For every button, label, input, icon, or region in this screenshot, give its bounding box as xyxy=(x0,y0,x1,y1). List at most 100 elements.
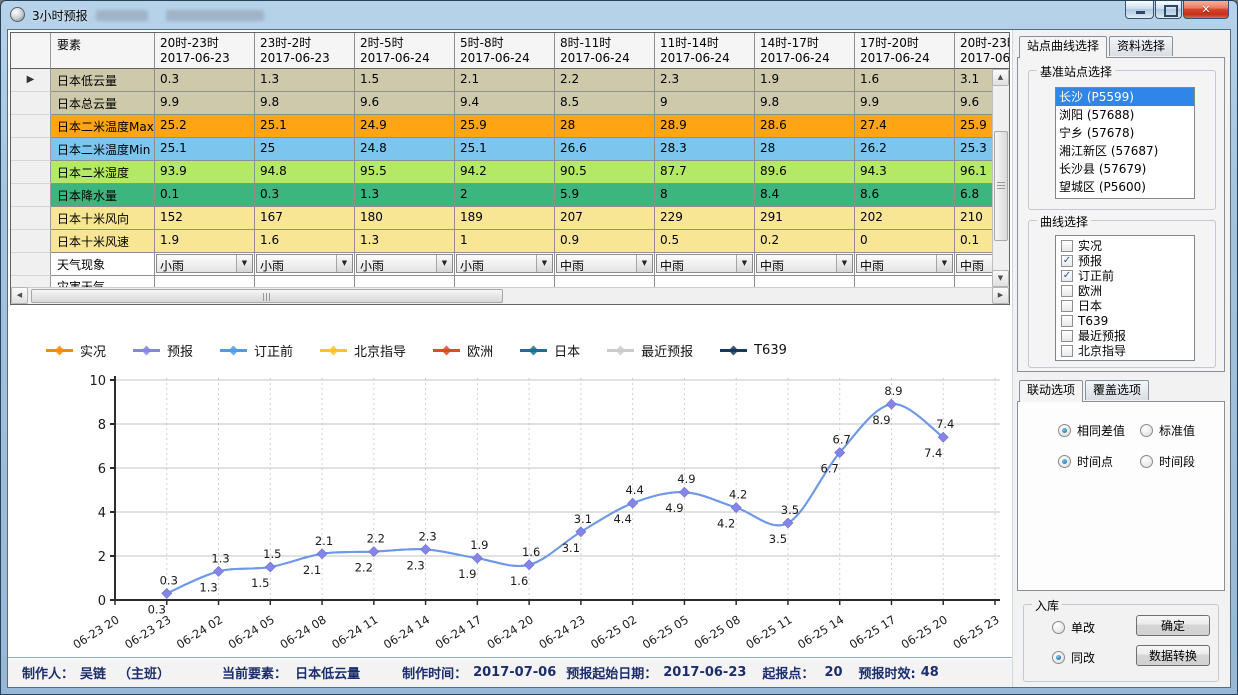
table-cell[interactable]: 2.3 xyxy=(655,69,755,92)
radio-option[interactable]: 单改 xyxy=(1052,619,1095,636)
scroll-left-icon[interactable]: ◀ xyxy=(11,287,28,304)
table-cell[interactable]: 9.9 xyxy=(155,92,255,115)
weather-dropdown[interactable]: 中雨 ▼ xyxy=(856,254,953,273)
radio-option[interactable]: 同改 xyxy=(1052,649,1095,666)
vscroll-thumb[interactable] xyxy=(994,131,1008,241)
table-cell[interactable]: 28.9 xyxy=(655,115,755,138)
table-cell[interactable]: 9.9 xyxy=(855,92,955,115)
table-cell[interactable]: 8.5 xyxy=(555,92,655,115)
table-cell[interactable]: 94.3 xyxy=(855,161,955,184)
weather-dropdown[interactable]: 小雨 ▼ xyxy=(356,254,453,273)
table-cell[interactable]: 180 xyxy=(355,207,455,230)
table-cell[interactable]: 9 xyxy=(655,92,755,115)
dropdown-arrow-icon[interactable]: ▼ xyxy=(736,255,752,272)
table-cell[interactable]: 0.2 xyxy=(755,230,855,253)
table-cell[interactable]: 25 xyxy=(255,138,355,161)
table-cell[interactable] xyxy=(855,276,955,289)
table-cell[interactable]: 24.9 xyxy=(355,115,455,138)
curve-checkbox-item[interactable]: 实况 xyxy=(1056,238,1194,253)
weather-dropdown[interactable]: 中雨 ▼ xyxy=(656,254,753,273)
time-column-header[interactable]: 5时-8时 2017-06-24 xyxy=(455,33,555,69)
table-cell[interactable]: 0.3 xyxy=(155,69,255,92)
table-cell[interactable] xyxy=(555,276,655,289)
table-cell[interactable]: 95.5 xyxy=(355,161,455,184)
table-cell[interactable]: 94.2 xyxy=(455,161,555,184)
checkbox-icon[interactable] xyxy=(1061,344,1073,357)
table-cell[interactable] xyxy=(355,276,455,289)
radio-option[interactable]: 相同差值 xyxy=(1058,422,1140,439)
data-point-marker[interactable] xyxy=(937,431,949,443)
table-cell[interactable] xyxy=(655,276,755,289)
time-column-header[interactable]: 11时-14时 2017-06-24 xyxy=(655,33,755,69)
data-point-marker[interactable] xyxy=(264,561,276,573)
table-cell[interactable]: 25.2 xyxy=(155,115,255,138)
tab-station-curve-select[interactable]: 站点曲线选择 xyxy=(1019,36,1108,58)
dropdown-arrow-icon[interactable]: ▼ xyxy=(336,255,352,272)
tab-link-options[interactable]: 联动选项 xyxy=(1019,380,1084,402)
row-selector[interactable] xyxy=(11,92,51,115)
weather-dropdown[interactable]: 中雨 ▼ xyxy=(556,254,653,273)
data-convert-button[interactable]: 数据转换 xyxy=(1136,645,1210,666)
table-cell[interactable]: 26.2 xyxy=(855,138,955,161)
tab-data-select[interactable]: 资料选择 xyxy=(1109,36,1174,56)
table-cell[interactable]: 0.3 xyxy=(255,184,355,207)
curve-checkbox-item[interactable]: ✓ 预报 xyxy=(1056,253,1194,268)
legend-item[interactable]: 实况 xyxy=(46,341,106,360)
close-button[interactable] xyxy=(1183,1,1229,19)
data-point-marker[interactable] xyxy=(575,526,587,538)
checkbox-icon[interactable]: ✓ xyxy=(1061,254,1073,267)
radio-option[interactable]: 时间点 xyxy=(1058,453,1140,470)
weather-dropdown[interactable]: 小雨 ▼ xyxy=(256,254,353,273)
table-cell[interactable]: 1.3 xyxy=(355,184,455,207)
data-point-marker[interactable] xyxy=(678,486,690,498)
time-column-header[interactable]: 14时-17时 2017-06-24 xyxy=(755,33,855,69)
tab-overlay-options[interactable]: 覆盖选项 xyxy=(1085,380,1150,400)
legend-item[interactable]: 订正前 xyxy=(220,341,293,360)
table-cell[interactable]: 9.4 xyxy=(455,92,555,115)
table-cell[interactable]: 28.3 xyxy=(655,138,755,161)
table-cell[interactable]: 9.8 xyxy=(755,92,855,115)
table-cell[interactable]: 167 xyxy=(255,207,355,230)
table-cell[interactable]: 152 xyxy=(155,207,255,230)
checkbox-icon[interactable] xyxy=(1061,329,1073,342)
time-column-header[interactable]: 17时-20时 2017-06-24 xyxy=(855,33,955,69)
hscroll-thumb[interactable] xyxy=(31,289,503,303)
dropdown-arrow-icon[interactable]: ▼ xyxy=(236,255,252,272)
table-cell[interactable]: 25.9 xyxy=(455,115,555,138)
legend-item[interactable]: 欧洲 xyxy=(433,341,493,360)
legend-item[interactable]: 最近预报 xyxy=(607,341,693,360)
station-list-item[interactable]: 长沙 (P5599) xyxy=(1056,88,1194,106)
curve-checkbox-item[interactable]: 日本 xyxy=(1056,298,1194,313)
table-cell[interactable]: 26.6 xyxy=(555,138,655,161)
curve-checkbox-item[interactable]: 北京指导 xyxy=(1056,343,1194,358)
station-list-item[interactable]: 湘江新区 (57687) xyxy=(1059,144,1159,158)
table-cell[interactable]: 8.4 xyxy=(755,184,855,207)
table-cell[interactable] xyxy=(155,276,255,289)
dropdown-arrow-icon[interactable]: ▼ xyxy=(836,255,852,272)
data-point-marker[interactable] xyxy=(316,548,328,560)
radio-icon[interactable] xyxy=(1052,621,1065,634)
time-column-header[interactable]: 2时-5时 2017-06-24 xyxy=(355,33,455,69)
table-cell[interactable]: 28 xyxy=(555,115,655,138)
table-cell[interactable]: 28.6 xyxy=(755,115,855,138)
current-row-arrow-icon[interactable]: ▶ xyxy=(11,69,51,92)
table-cell[interactable]: 2.1 xyxy=(455,69,555,92)
checkbox-icon[interactable] xyxy=(1061,299,1073,312)
table-cell[interactable]: 8 xyxy=(655,184,755,207)
dropdown-arrow-icon[interactable]: ▼ xyxy=(936,255,952,272)
checkbox-icon[interactable] xyxy=(1061,284,1073,297)
table-cell[interactable]: 0 xyxy=(855,230,955,253)
station-list-item[interactable]: 望城区 (P5600) xyxy=(1059,180,1146,194)
radio-option[interactable]: 标准值 xyxy=(1140,422,1222,439)
time-column-header[interactable]: 8时-11时 2017-06-24 xyxy=(555,33,655,69)
table-cell[interactable]: 1.6 xyxy=(855,69,955,92)
table-cell[interactable]: 28 xyxy=(755,138,855,161)
data-point-marker[interactable] xyxy=(213,565,224,577)
data-point-marker[interactable] xyxy=(420,543,432,555)
legend-item[interactable]: 预报 xyxy=(133,341,193,360)
table-cell[interactable]: 9.6 xyxy=(355,92,455,115)
data-point-marker[interactable] xyxy=(471,552,483,564)
row-selector[interactable] xyxy=(11,276,51,289)
table-cell[interactable]: 1.3 xyxy=(255,69,355,92)
table-cell[interactable]: 2 xyxy=(455,184,555,207)
